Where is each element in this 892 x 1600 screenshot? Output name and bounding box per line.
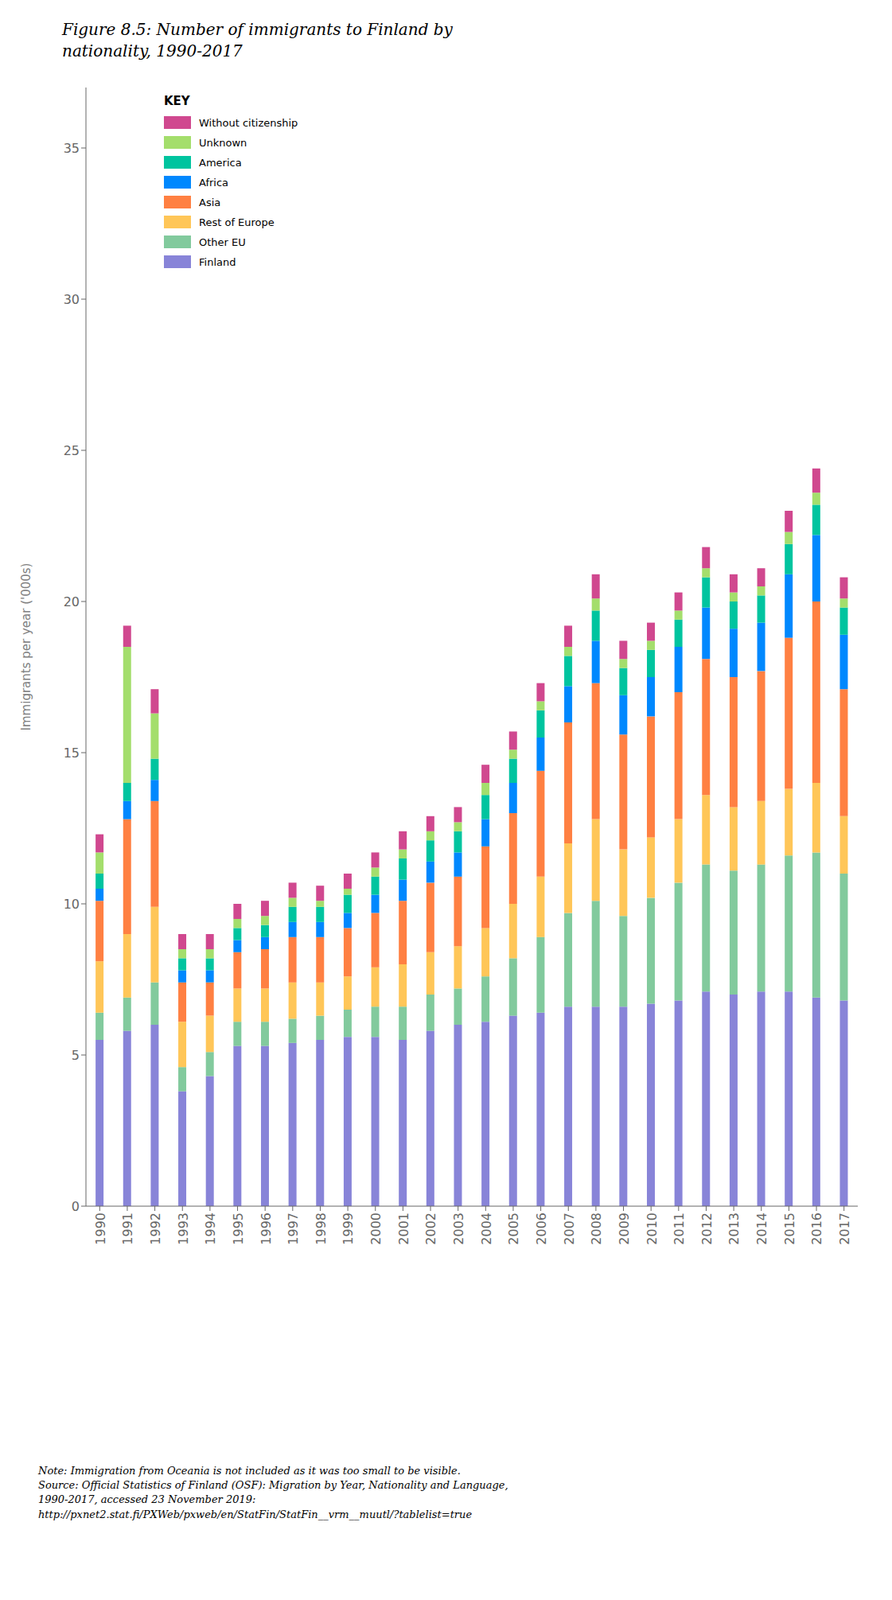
svg-text:2007: 2007 — [561, 1212, 577, 1246]
svg-text:0: 0 — [71, 1199, 80, 1215]
svg-text:30: 30 — [63, 292, 80, 308]
html-text:Unknown: Unknown — [198, 136, 247, 149]
svg-text:1990: 1990 — [93, 1212, 109, 1246]
svg-text:2012: 2012 — [699, 1212, 715, 1246]
svg-text:25: 25 — [63, 443, 80, 459]
svg-text:2016: 2016 — [809, 1212, 825, 1246]
svg-text:2001: 2001 — [396, 1212, 412, 1246]
svg-text:1997: 1997 — [285, 1212, 301, 1246]
html-text:Other EU: Other EU — [198, 235, 246, 248]
svg-text:2010: 2010 — [644, 1212, 660, 1246]
svg-text:2005: 2005 — [506, 1212, 522, 1246]
svg-text:2013: 2013 — [726, 1212, 742, 1246]
svg-text:1998: 1998 — [313, 1212, 329, 1246]
svg-text:2003: 2003 — [451, 1212, 467, 1246]
svg-text:2006: 2006 — [533, 1212, 550, 1246]
svg-text:2000: 2000 — [368, 1212, 384, 1246]
html-text:Without citizenship: Without citizenship — [198, 116, 298, 129]
svg-text:1993: 1993 — [175, 1212, 191, 1246]
svg-text:1991: 1991 — [120, 1212, 136, 1246]
svg-text:1999: 1999 — [340, 1212, 356, 1246]
svg-text:Immigrants per year ('000s): Immigrants per year ('000s) — [19, 563, 34, 732]
svg-text:2015: 2015 — [782, 1212, 798, 1246]
svg-text:15: 15 — [63, 745, 80, 761]
svg-text:2014: 2014 — [754, 1212, 770, 1246]
html-text:Africa: Africa — [198, 176, 229, 189]
svg-text:2017: 2017 — [837, 1212, 853, 1246]
svg-text:20: 20 — [63, 594, 80, 610]
svg-text:1994: 1994 — [202, 1212, 219, 1246]
svg-text:1992: 1992 — [148, 1212, 164, 1246]
html-text:Rest of Europe: Rest of Europe — [198, 216, 275, 228]
svg-text:2004: 2004 — [479, 1212, 495, 1246]
html-text:Asia: Asia — [198, 196, 221, 209]
html-text:Figure 8.5: Number of immigran: Figure 8.5: Number of immigrants to Finl… — [62, 19, 453, 61]
html-text:Finland: Finland — [198, 255, 236, 268]
html-text:Note: Immigration from Oceania: Note: Immigration from Oceania is not in… — [38, 1464, 509, 1521]
svg-text:2011: 2011 — [671, 1212, 687, 1246]
html-text:America: America — [198, 156, 242, 169]
svg-text:35: 35 — [63, 140, 80, 156]
svg-text:2002: 2002 — [423, 1212, 439, 1246]
svg-text:2009: 2009 — [616, 1212, 632, 1246]
html-text:KEY: KEY — [163, 93, 190, 109]
svg-text:5: 5 — [71, 1047, 80, 1064]
svg-text:1995: 1995 — [230, 1212, 246, 1246]
svg-text:10: 10 — [63, 896, 80, 912]
svg-text:1996: 1996 — [258, 1212, 274, 1246]
svg-text:2008: 2008 — [588, 1212, 604, 1246]
